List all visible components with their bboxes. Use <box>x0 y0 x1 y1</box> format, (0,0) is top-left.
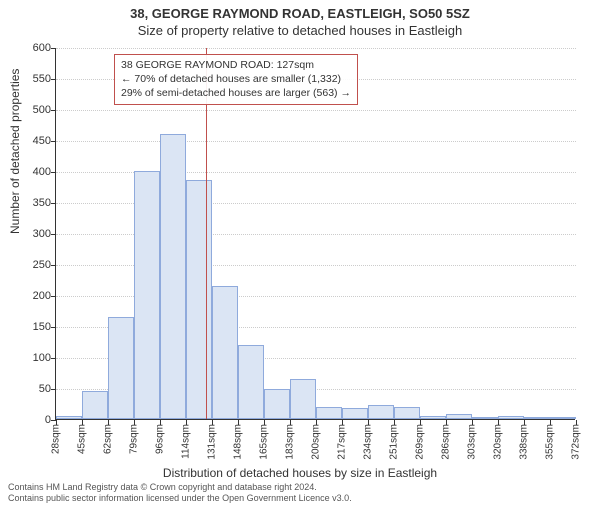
xtick-label: 148sqm <box>233 424 244 460</box>
histogram-bar <box>186 180 212 419</box>
footer-attribution: Contains HM Land Registry data © Crown c… <box>8 482 352 505</box>
xtick-label: 286sqm <box>441 424 452 460</box>
histogram-bar <box>264 389 290 419</box>
histogram-bar <box>394 407 420 419</box>
ytick-label: 300 <box>21 228 51 240</box>
xtick-label: 338sqm <box>519 424 530 460</box>
histogram-bar <box>56 416 82 419</box>
xtick-label: 165sqm <box>259 424 270 460</box>
footer-line1: Contains HM Land Registry data © Crown c… <box>8 482 352 493</box>
title-address: 38, GEORGE RAYMOND ROAD, EASTLEIGH, SO50… <box>0 6 600 21</box>
histogram-bar <box>316 407 342 419</box>
ytick-label: 50 <box>21 383 51 395</box>
ytick-mark <box>51 110 56 111</box>
histogram-bar <box>212 286 238 419</box>
histogram-bar <box>342 408 368 419</box>
title-subtitle: Size of property relative to detached ho… <box>0 23 600 38</box>
histogram-bar <box>472 417 498 419</box>
footer-line2: Contains public sector information licen… <box>8 493 352 504</box>
annotation-box: 38 GEORGE RAYMOND ROAD: 127sqm← 70% of d… <box>114 54 358 105</box>
ytick-mark <box>51 358 56 359</box>
xtick-label: 62sqm <box>103 424 114 454</box>
histogram-bar <box>368 405 394 419</box>
histogram-bar <box>108 317 134 419</box>
xtick-label: 320sqm <box>493 424 504 460</box>
histogram-bar <box>82 391 108 419</box>
ytick-mark <box>51 296 56 297</box>
gridline <box>56 48 576 49</box>
ytick-label: 150 <box>21 321 51 333</box>
plot-region: 05010015020025030035040045050055060028sq… <box>55 48 575 420</box>
ytick-label: 600 <box>21 42 51 54</box>
xtick-label: 303sqm <box>467 424 478 460</box>
xtick-label: 372sqm <box>571 424 582 460</box>
ytick-label: 550 <box>21 73 51 85</box>
histogram-bar <box>134 171 160 419</box>
xtick-label: 28sqm <box>51 424 62 454</box>
annotation-line: ← 70% of detached houses are smaller (1,… <box>121 72 351 86</box>
ytick-mark <box>51 48 56 49</box>
x-axis-label: Distribution of detached houses by size … <box>0 466 600 480</box>
histogram-bar <box>420 416 446 419</box>
histogram-bar <box>160 134 186 419</box>
xtick-label: 269sqm <box>415 424 426 460</box>
histogram-bar <box>238 345 264 419</box>
xtick-label: 96sqm <box>155 424 166 454</box>
xtick-label: 45sqm <box>77 424 88 454</box>
histogram-bar <box>446 414 472 419</box>
annotation-line: 38 GEORGE RAYMOND ROAD: 127sqm <box>121 58 351 72</box>
gridline <box>56 110 576 111</box>
ytick-mark <box>51 265 56 266</box>
xtick-label: 355sqm <box>545 424 556 460</box>
ytick-mark <box>51 389 56 390</box>
histogram-bar <box>524 417 550 419</box>
histogram-bar <box>498 416 524 419</box>
ytick-mark <box>51 141 56 142</box>
ytick-mark <box>51 327 56 328</box>
xtick-label: 251sqm <box>389 424 400 460</box>
ytick-mark <box>51 79 56 80</box>
ytick-mark <box>51 172 56 173</box>
xtick-label: 131sqm <box>207 424 218 460</box>
ytick-label: 450 <box>21 135 51 147</box>
ytick-label: 400 <box>21 166 51 178</box>
xtick-label: 217sqm <box>337 424 348 460</box>
xtick-label: 79sqm <box>129 424 140 454</box>
histogram-bar <box>290 379 316 419</box>
xtick-label: 114sqm <box>181 424 192 459</box>
xtick-label: 200sqm <box>311 424 322 460</box>
xtick-label: 234sqm <box>363 424 374 460</box>
ytick-label: 250 <box>21 259 51 271</box>
ytick-label: 0 <box>21 414 51 426</box>
gridline <box>56 141 576 142</box>
ytick-label: 500 <box>21 104 51 116</box>
ytick-mark <box>51 234 56 235</box>
histogram-bar <box>550 417 576 419</box>
xtick-label: 183sqm <box>285 424 296 460</box>
annotation-line: 29% of semi-detached houses are larger (… <box>121 86 351 100</box>
y-axis-label: Number of detached properties <box>8 69 22 234</box>
chart-area: 05010015020025030035040045050055060028sq… <box>55 48 575 420</box>
ytick-label: 200 <box>21 290 51 302</box>
ytick-label: 100 <box>21 352 51 364</box>
ytick-mark <box>51 203 56 204</box>
ytick-label: 350 <box>21 197 51 209</box>
